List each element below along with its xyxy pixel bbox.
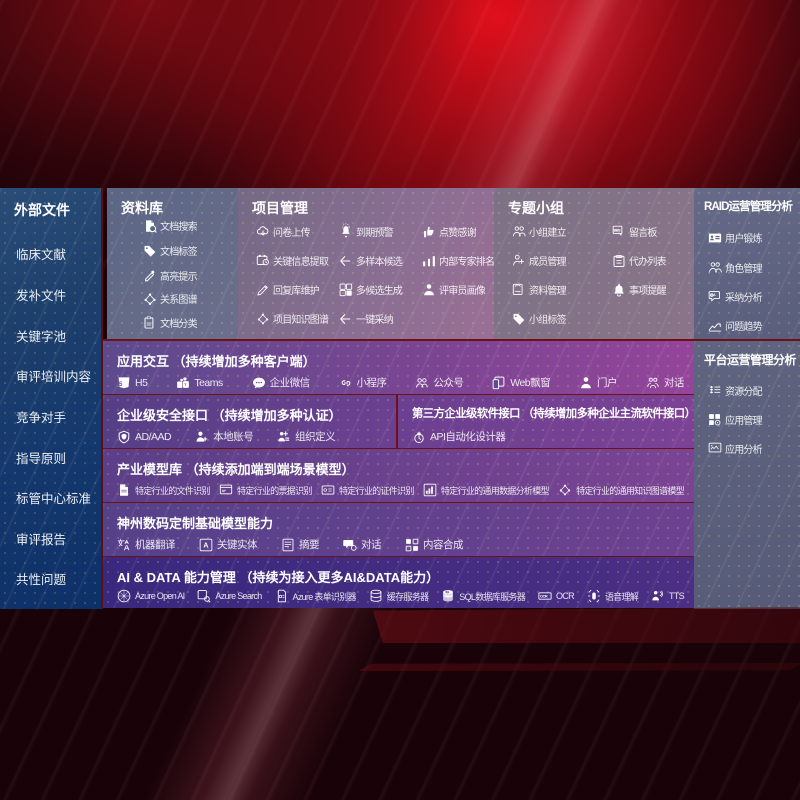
svg-text:OCR: OCR xyxy=(540,594,548,599)
svg-text:BBS: BBS xyxy=(614,227,621,232)
svg-text:A: A xyxy=(713,292,716,296)
svg-text:A: A xyxy=(203,542,208,549)
